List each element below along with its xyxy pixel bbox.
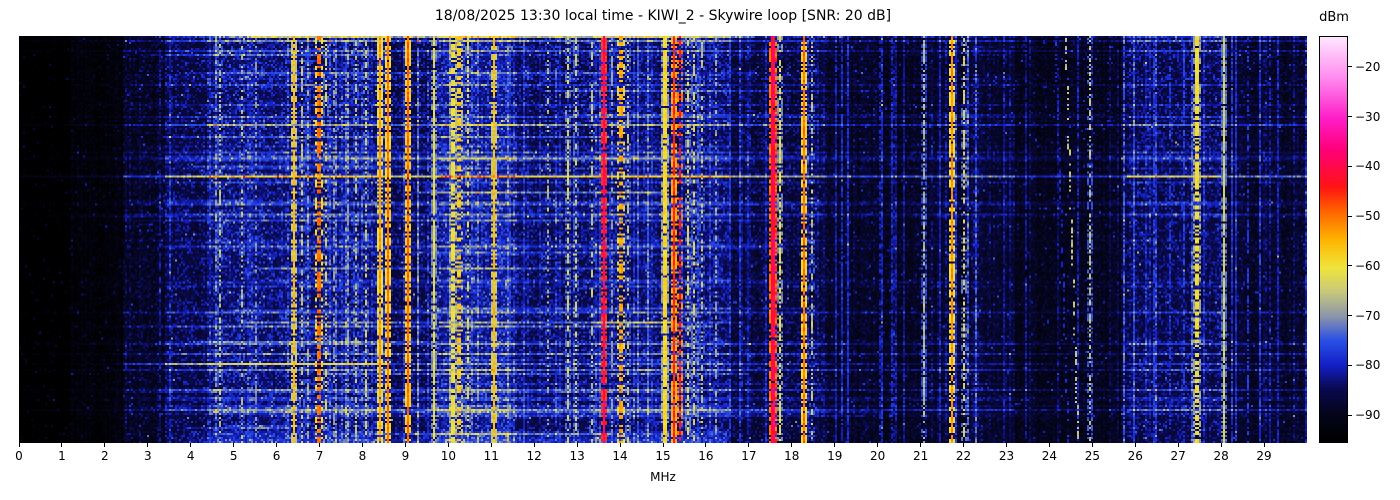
x-tick-label: 16	[698, 449, 714, 463]
colorbar-tick-label: −50	[1355, 209, 1381, 224]
colorbar	[1320, 37, 1347, 442]
x-tick-label: 18	[784, 449, 800, 463]
x-tick	[147, 443, 149, 447]
x-tick-label: 24	[1041, 449, 1058, 463]
x-tick	[61, 443, 63, 447]
colorbar-tick-label: −20	[1355, 59, 1381, 74]
x-tick-label: 10	[440, 449, 456, 463]
waterfall-canvas	[19, 36, 1307, 443]
x-tick-label: 0	[15, 449, 23, 463]
colorbar-tick	[1348, 315, 1352, 317]
colorbar-tick-label: −70	[1355, 308, 1381, 323]
x-tick-label: 4	[186, 449, 195, 463]
x-tick	[1048, 443, 1050, 447]
x-tick-label: 14	[612, 449, 628, 463]
x-tick-label: 8	[358, 449, 367, 463]
x-tick	[791, 443, 793, 447]
colorbar-tick-label: −30	[1355, 109, 1381, 124]
x-tick	[104, 443, 106, 447]
x-tick-label: 2	[101, 449, 109, 463]
x-tick-label: 15	[655, 449, 671, 463]
x-tick-label: 29	[1256, 449, 1272, 463]
x-tick	[490, 443, 492, 447]
x-tick-label: 5	[229, 449, 238, 463]
x-tick	[662, 443, 664, 447]
colorbar-tick	[1348, 165, 1352, 167]
x-tick-label: 6	[272, 449, 281, 463]
x-tick-label: 21	[912, 449, 929, 463]
x-tick-label: 23	[998, 449, 1015, 463]
x-tick	[748, 443, 750, 447]
x-tick-label: 7	[315, 449, 324, 463]
x-tick	[920, 443, 922, 447]
colorbar-tick	[1348, 215, 1352, 217]
x-tick	[877, 443, 879, 447]
x-tick	[18, 443, 20, 447]
x-tick-label: 11	[483, 449, 499, 463]
x-axis-label: MHz	[650, 470, 676, 484]
plot-title: 18/08/2025 13:30 local time - KIWI_2 - S…	[434, 8, 892, 24]
x-tick	[1091, 443, 1093, 447]
x-tick-label: 9	[401, 449, 410, 463]
x-tick	[1134, 443, 1136, 447]
x-tick-label: 20	[870, 449, 886, 463]
x-tick-label: 12	[526, 449, 542, 463]
x-tick-label: 22	[955, 449, 972, 463]
x-tick	[361, 443, 363, 447]
colorbar-tick-label: −60	[1355, 258, 1381, 273]
colorbar-tick-label: −40	[1355, 159, 1381, 174]
x-tick	[1263, 443, 1265, 447]
waterfall-plot	[19, 36, 1307, 443]
x-tick	[1220, 443, 1222, 447]
colorbar-tick	[1348, 66, 1352, 68]
x-tick	[233, 443, 235, 447]
x-tick-label: 17	[741, 449, 757, 463]
colorbar-tick-label: −90	[1355, 408, 1381, 423]
colorbar-tick-label: −80	[1355, 358, 1381, 373]
x-tick-label: 3	[143, 449, 152, 463]
x-tick-label: 27	[1170, 449, 1186, 463]
x-tick	[447, 443, 449, 447]
colorbar-tick	[1348, 414, 1352, 416]
colorbar-canvas	[1320, 37, 1347, 442]
x-tick	[276, 443, 278, 447]
x-tick-label: 1	[58, 449, 66, 463]
x-tick	[533, 443, 535, 447]
x-tick	[319, 443, 321, 447]
x-tick	[619, 443, 621, 447]
x-tick	[834, 443, 836, 447]
x-tick	[963, 443, 965, 447]
x-tick	[705, 443, 707, 447]
x-tick-label: 25	[1084, 449, 1100, 463]
colorbar-tick	[1348, 364, 1352, 366]
x-tick	[190, 443, 192, 447]
x-tick-label: 13	[569, 449, 585, 463]
x-tick-label: 19	[827, 449, 843, 463]
x-tick	[1177, 443, 1179, 447]
x-tick-label: 26	[1127, 449, 1143, 463]
colorbar-tick	[1348, 265, 1352, 267]
colorbar-tick	[1348, 116, 1352, 118]
colorbar-unit-label: dBm	[1319, 10, 1349, 25]
x-tick	[1005, 443, 1007, 447]
x-tick	[576, 443, 578, 447]
x-tick	[404, 443, 406, 447]
x-tick-label: 28	[1213, 449, 1229, 463]
